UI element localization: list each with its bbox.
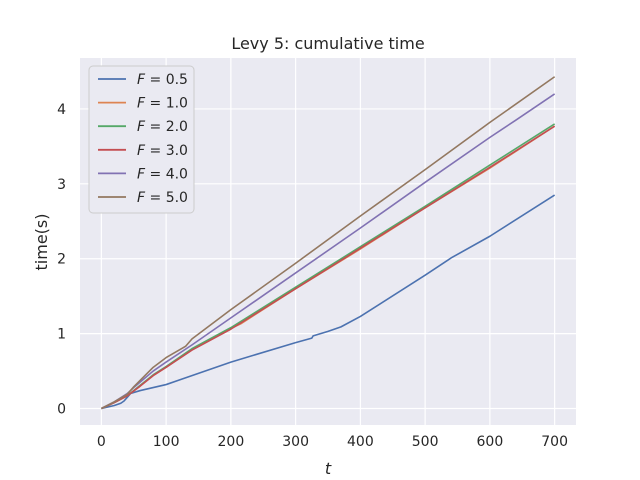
y-tick-label: 0 <box>57 402 66 418</box>
x-tick-label: 100 <box>153 434 180 450</box>
x-tick-labels: 0 100 200 300 400 500 600 700 <box>97 434 568 450</box>
legend-label-3: F = 3.0 <box>137 143 188 159</box>
legend-label-4: F = 4.0 <box>137 166 188 182</box>
y-tick-label: 1 <box>57 327 66 343</box>
y-tick-labels: 0 1 2 3 4 <box>57 102 66 418</box>
series-line-3 <box>101 125 556 410</box>
chart-title: Levy 5: cumulative time <box>231 34 424 53</box>
y-axis-label: time(s) <box>32 214 51 271</box>
x-tick-label: 200 <box>218 434 245 450</box>
series-line-5 <box>101 76 556 410</box>
x-tick-label: 0 <box>97 434 106 450</box>
series-line-0 <box>101 194 556 410</box>
legend-label-5: F = 5.0 <box>137 190 188 206</box>
x-tick-label: 600 <box>477 434 504 450</box>
x-tick-label: 500 <box>412 434 439 450</box>
series-lines <box>101 76 556 410</box>
legend-label-0: F = 0.5 <box>137 72 188 88</box>
x-tick-label: 700 <box>541 434 568 450</box>
y-tick-label: 2 <box>57 252 66 268</box>
y-tick-label: 4 <box>57 102 66 118</box>
y-tick-label: 3 <box>57 177 66 193</box>
gridlines <box>80 58 576 425</box>
legend: F = 0.5 F = 1.0 F = 2.0 F = 3.0 F = 4.0 F = 5… <box>88 65 195 214</box>
legend-label-2: F = 2.0 <box>137 119 188 135</box>
x-tick-label: 300 <box>282 434 309 450</box>
x-tick-label: 400 <box>347 434 374 450</box>
x-axis-label: t <box>325 459 332 478</box>
legend-label-1: F = 1.0 <box>137 96 188 112</box>
